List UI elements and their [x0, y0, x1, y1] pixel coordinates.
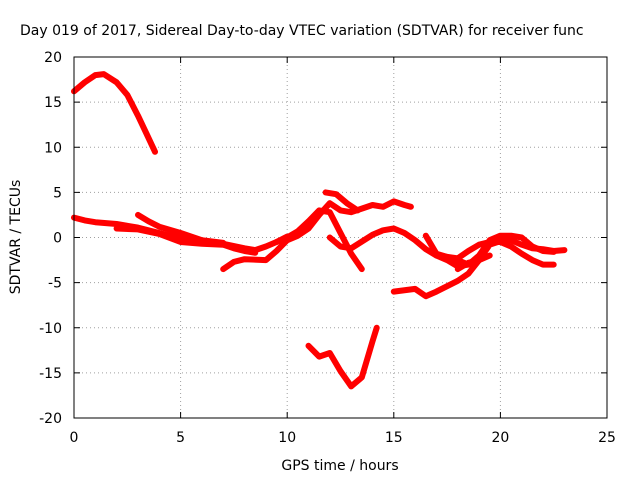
series-arc-4 — [135, 211, 227, 246]
series-arc-13 — [454, 252, 493, 273]
y-tick-label: 15 — [44, 95, 62, 111]
x-axis-title: GPS time / hours — [281, 458, 398, 474]
chart-title: Day 019 of 2017, Sidereal Day-to-day VTE… — [20, 23, 584, 39]
y-tick-label: 20 — [44, 50, 62, 66]
y-tick-label: -20 — [39, 411, 62, 427]
x-tick-label: 20 — [491, 430, 509, 446]
series-arc-7 — [322, 189, 361, 214]
y-tick-label: 5 — [53, 185, 62, 201]
y-tick-label: -5 — [48, 276, 62, 292]
series-arc-8 — [305, 324, 380, 390]
series-arc-3 — [113, 225, 259, 256]
y-tick-label: -15 — [39, 366, 62, 382]
series-arc-12 — [433, 239, 557, 268]
x-tick-label: 25 — [598, 430, 616, 446]
y-tick-label: 0 — [53, 231, 62, 247]
y-tick-label: -10 — [39, 321, 62, 337]
y-axis-title: SDTVAR / TECUs — [8, 180, 24, 295]
series-group — [71, 71, 568, 390]
x-tick-label: 0 — [70, 430, 79, 446]
y-tick-label: 10 — [44, 140, 62, 156]
ticks — [73, 56, 608, 419]
tick-labels: 0 5 10 15 20 25 -20 -15 -10 -5 0 5 10 15 20 — [39, 50, 616, 446]
x-tick-label: 15 — [385, 430, 403, 446]
x-tick-label: 10 — [278, 430, 296, 446]
series-arc-9 — [326, 225, 472, 270]
x-tick-label: 5 — [176, 430, 185, 446]
series-arc-1 — [71, 71, 158, 155]
